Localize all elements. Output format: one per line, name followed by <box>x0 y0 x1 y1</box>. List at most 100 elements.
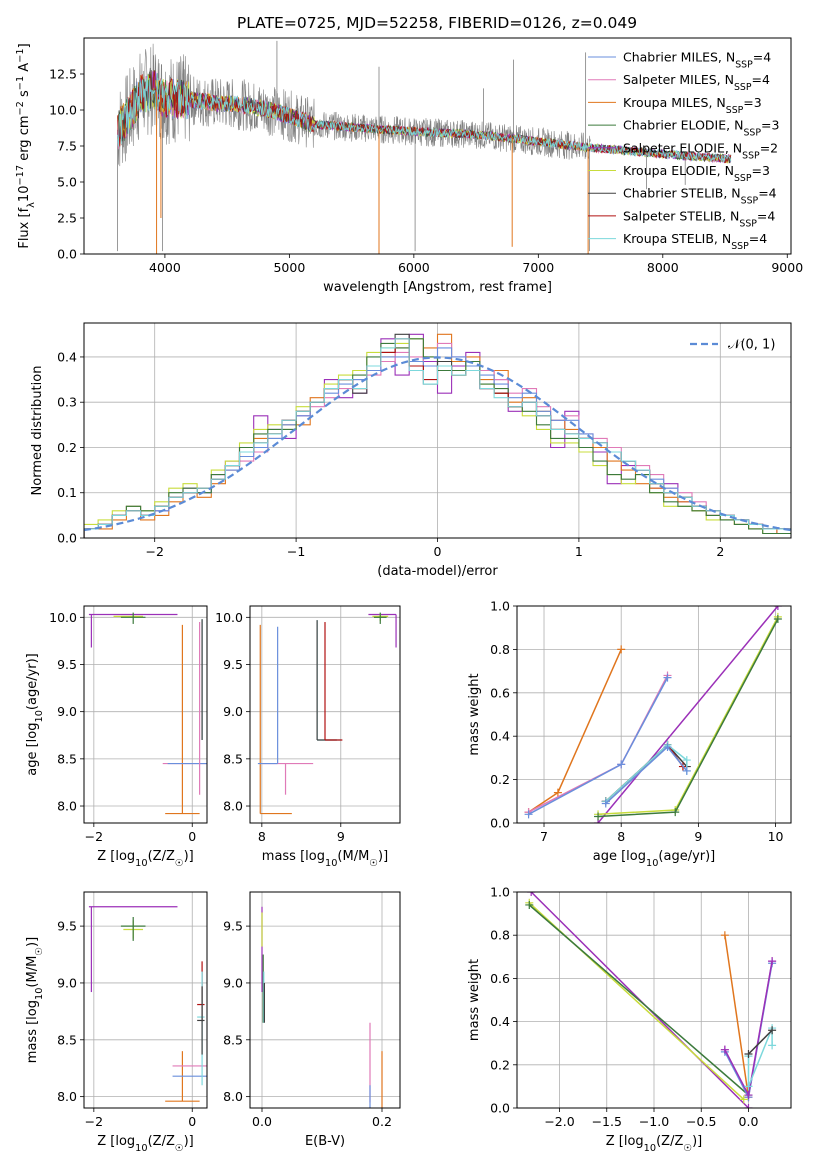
x-tick-label: 0.2 <box>372 1114 392 1129</box>
y-tick-label: 0.2 <box>490 772 510 787</box>
y-tick-label: 0.0 <box>490 1101 510 1116</box>
x-axis-label: age [log10(age/yr)] <box>593 849 716 869</box>
legend-label-part: SSP <box>741 195 759 206</box>
x-axis-label-part: (M/M <box>337 849 369 864</box>
legend-label-part: SSP <box>734 82 752 93</box>
legend-label-part: =2 <box>760 140 778 155</box>
x-tick-label: −2 <box>85 829 103 844</box>
weight-marker <box>524 810 533 819</box>
x-tick-label: 8 <box>617 829 625 844</box>
x-tick-label: 10 <box>768 829 784 844</box>
y-tick-label: 0.2 <box>57 440 77 455</box>
x-axis-label: mass [log10(M/M☉)] <box>262 849 388 869</box>
weight-marker <box>744 1091 753 1100</box>
legend-label-part: =3 <box>752 163 770 178</box>
legend-label: Kroupa MILES, NSSP=3 <box>623 95 762 116</box>
weight-marker <box>671 808 680 817</box>
x-tick-label: −1.0 <box>639 1114 669 1129</box>
weight-marker <box>594 812 603 821</box>
y-tick-label: 0.1 <box>57 485 77 500</box>
weight-line-chabrier-miles <box>528 677 669 815</box>
legend-label: Kroupa ELODIE, NSSP=3 <box>623 163 770 184</box>
x-tick-label: −0.5 <box>686 1114 716 1129</box>
y-axis-label-part: ☉ <box>34 947 45 956</box>
y-axis-label-part: Flux [f <box>17 207 32 248</box>
x-axis-label-part: 10 <box>325 858 337 869</box>
x-axis-label-part: (Z/Z <box>148 849 175 864</box>
legend-label: 𝒩(0, 1) <box>728 338 775 353</box>
legend-label: Salpeter STELIB, NSSP=4 <box>623 208 775 229</box>
y-tick-label: 0.8 <box>490 642 510 657</box>
y-tick-label: 8.5 <box>223 751 243 766</box>
errorbar-chabrier-elodie <box>120 917 146 941</box>
x-tick-label: 9 <box>694 829 702 844</box>
legend-label-part: =4 <box>757 208 775 223</box>
chart-age-vs-z: −2 08.08.59.09.510.0Z [log10(Z/Z☉)]age [l… <box>25 605 208 869</box>
y-axis-label: mass weight <box>467 673 482 755</box>
y-axis-label-part: mass weight <box>467 959 482 1041</box>
legend-label: Salpeter MILES, NSSP=4 <box>623 72 770 93</box>
x-axis-label-part: 10 <box>135 858 147 869</box>
axes-frame <box>83 605 208 824</box>
x-axis-label-part: 10 <box>646 858 658 869</box>
x-axis-label-part: wavelength [Angstrom, rest frame] <box>323 280 552 295</box>
y-tick-label: 9.5 <box>223 657 243 672</box>
x-tick-label: 7000 <box>522 260 554 275</box>
legend-label: Salpeter ELODIE, NSSP=2 <box>623 140 778 161</box>
plot-area <box>88 906 207 1102</box>
y-tick-label: 8.0 <box>57 799 77 814</box>
weight-line-salpeter-miles <box>528 675 669 813</box>
y-tick-label: 9.0 <box>223 975 243 990</box>
legend-label-part: Salpeter MILES, N <box>623 72 734 87</box>
legend-label-part: Salpeter STELIB, N <box>623 208 739 223</box>
y-axis-label-part: A <box>17 63 32 76</box>
legend-label-part: =3 <box>761 118 779 133</box>
x-axis-label-part: (Z/Z <box>148 1134 175 1149</box>
legend-label-part: =3 <box>743 95 761 110</box>
errorbar-chabrier-stelib <box>197 986 205 1055</box>
x-axis-label-part: (Z/Z <box>656 1134 683 1149</box>
x-axis-label-part: Z [log <box>606 1134 644 1149</box>
legend-label: Chabrier MILES, NSSP=4 <box>623 50 771 71</box>
legend-label-part: =4 <box>753 50 771 65</box>
plot-area <box>261 906 383 1108</box>
weight-marker <box>739 1095 748 1104</box>
y-axis-label-part: λ <box>26 202 37 208</box>
figure-title: PLATE=0725, MJD=52258, FIBERID=0126, z=0… <box>237 14 637 32</box>
y-axis-label-part: age [log <box>25 723 40 776</box>
x-tick-label: 0 <box>434 544 442 559</box>
y-axis-label: age [log10(age/yr)] <box>25 653 45 776</box>
weight-marker <box>768 1041 777 1050</box>
x-tick-label: 5000 <box>273 260 305 275</box>
x-tick-label: −2.0 <box>544 1114 574 1129</box>
weight-line-chabrier-stelib <box>747 1029 773 1055</box>
y-tick-label: 0.3 <box>57 395 77 410</box>
errorbar-kroupa-stelib <box>316 620 341 741</box>
axes-frame <box>83 891 208 1109</box>
x-tick-label: 0 <box>188 829 196 844</box>
chart-mass-vs-ebv: 0.0 0.2 8.0 8.5 9.0 9.5 E(B-V) <box>223 891 401 1149</box>
legend-label-part: SSP <box>735 59 753 70</box>
y-tick-label: 0.8 <box>490 928 510 943</box>
x-tick-label: −1.5 <box>592 1114 622 1129</box>
y-axis-label-part: ] <box>17 43 32 48</box>
data-spectrum <box>117 43 591 167</box>
plot-area <box>257 612 397 815</box>
weight-marker <box>525 900 534 909</box>
y-tick-label: 9.5 <box>57 657 77 672</box>
y-tick-label: 5.0 <box>57 175 77 190</box>
chart-massweight-vs-z: −2.0 −1.5 −1.0 −0.5 0.0 0.0 0.2 0.4 0.6 0.8 1.0 Z [… <box>467 885 792 1154</box>
legend-label-part: SSP <box>734 173 752 184</box>
y-axis-label-part: −1 <box>15 48 26 62</box>
y-tick-label: 0.4 <box>57 349 77 364</box>
x-tick-label: 0.0 <box>739 1114 759 1129</box>
weight-line-chabrier-miles <box>605 745 688 805</box>
x-tick-label: −2 <box>85 1114 103 1129</box>
x-axis-label: Z [log10(Z/Z☉)] <box>97 849 194 869</box>
weight-marker <box>744 1082 753 1091</box>
weight-marker <box>601 799 610 808</box>
plot-area <box>524 606 782 823</box>
y-tick-label: 8.5 <box>57 751 77 766</box>
x-axis-label: Z [log10(Z/Z☉)] <box>606 1134 703 1154</box>
